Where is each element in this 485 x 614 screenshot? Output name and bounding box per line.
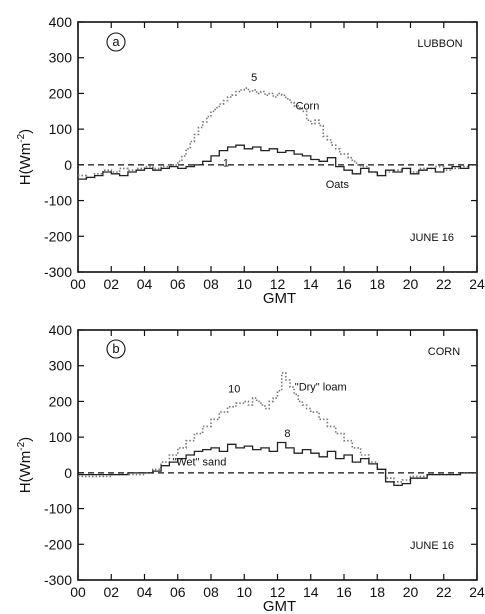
- x-tick-label: 16: [336, 276, 352, 292]
- x-tick-label: 14: [303, 276, 319, 292]
- series-annotation: Corn: [296, 101, 320, 113]
- x-tick-label: 20: [403, 584, 419, 600]
- x-tick-label: 04: [137, 276, 153, 292]
- date-label: JUNE 16: [410, 232, 454, 244]
- series-line-0: [78, 372, 477, 483]
- y-tick-label: -100: [44, 501, 72, 517]
- x-tick-label: 10: [236, 276, 252, 292]
- y-tick-label: 0: [64, 157, 72, 173]
- x-tick-label: 06: [170, 276, 186, 292]
- x-tick-label: 16: [336, 584, 352, 600]
- series-annotation: 8: [284, 428, 290, 440]
- x-tick-label: 12: [270, 584, 286, 600]
- x-tick-label: 22: [436, 584, 452, 600]
- panel-letter-circle: [106, 339, 126, 359]
- x-tick-label: 14: [303, 584, 319, 600]
- y-axis-title-exponent: -2: [16, 133, 27, 142]
- x-axis-title: GMT: [263, 290, 296, 307]
- x-tick-label: 24: [469, 584, 485, 600]
- x-tick-label: 22: [436, 276, 452, 292]
- x-tick-label: 02: [103, 276, 119, 292]
- y-tick-label: 200: [49, 393, 73, 409]
- x-tick-label: 04: [137, 584, 153, 600]
- x-tick-label: 24: [469, 276, 485, 292]
- y-tick-label: 100: [49, 121, 73, 137]
- x-axis-title: GMT: [263, 598, 296, 614]
- panel-letter: a: [112, 34, 120, 49]
- series-annotation: Oats: [326, 179, 350, 191]
- series-line-1: [78, 441, 477, 487]
- y-axis-title-close: ): [17, 129, 34, 134]
- date-label: JUNE 16: [410, 540, 454, 552]
- x-tick-label: 10: [236, 584, 252, 600]
- y-tick-label: -200: [44, 536, 72, 552]
- series-annotation: 1: [223, 158, 229, 170]
- y-axis-title-main: H(Wm: [17, 143, 34, 185]
- y-tick-label: -300: [44, 572, 72, 588]
- y-axis-title: H(Wm-2): [16, 129, 34, 185]
- y-tick-label: 100: [49, 429, 73, 445]
- y-axis-title: H(Wm-2): [16, 437, 34, 493]
- series-annotation: 10: [228, 384, 240, 396]
- chart-title: CORN: [428, 346, 460, 358]
- y-tick-label: -100: [44, 193, 72, 209]
- x-tick-label: 08: [203, 276, 219, 292]
- x-tick-label: 08: [203, 584, 219, 600]
- y-tick-label: 0: [64, 465, 72, 481]
- chart-title: LUBBON: [417, 38, 462, 50]
- series-line-0: [78, 87, 478, 179]
- y-tick-label: 200: [49, 85, 73, 101]
- x-tick-label: 02: [103, 584, 119, 600]
- y-axis-title-exponent: -2: [16, 441, 27, 450]
- x-tick-label: 06: [170, 584, 186, 600]
- y-tick-label: -300: [44, 264, 72, 280]
- x-tick-label: 12: [270, 276, 286, 292]
- x-tick-label: 20: [403, 276, 419, 292]
- panel-letter: b: [112, 341, 119, 356]
- series-annotation: "Wet" sand: [172, 457, 226, 469]
- y-tick-label: 300: [49, 50, 73, 66]
- series-annotation: 5: [251, 72, 257, 84]
- y-tick-label: 400: [49, 322, 73, 338]
- y-axis-title-main: H(Wm: [17, 451, 34, 493]
- y-tick-label: 300: [49, 358, 73, 374]
- panel-letter-circle: [106, 32, 126, 52]
- series-line-1: [78, 144, 478, 180]
- series-annotation: "Dry" loam: [295, 382, 347, 394]
- x-tick-label: 00: [70, 276, 86, 292]
- x-tick-label: 00: [70, 584, 86, 600]
- y-tick-label: 400: [49, 14, 73, 30]
- y-tick-label: -200: [44, 228, 72, 244]
- y-axis-title-close: ): [17, 437, 34, 442]
- x-tick-label: 18: [369, 276, 385, 292]
- x-tick-label: 18: [369, 584, 385, 600]
